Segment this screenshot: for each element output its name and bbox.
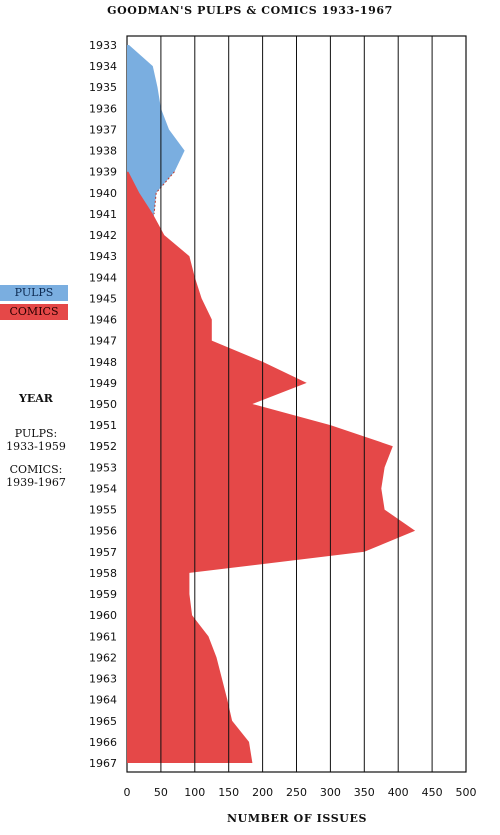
y-tick-label: 1938 [89, 145, 117, 158]
x-tick-label: 50 [154, 786, 168, 799]
pulps-note-range: 1933-1959 [6, 440, 66, 453]
y-tick-label: 1937 [89, 123, 117, 136]
y-tick-label: 1944 [89, 271, 117, 284]
y-tick-label: 1936 [89, 102, 117, 115]
y-tick-label: 1949 [89, 377, 117, 390]
comics-note-range: 1939-1967 [6, 476, 66, 489]
x-tick-label: 450 [422, 786, 443, 799]
series-comics-area [127, 171, 416, 763]
x-tick-label: 500 [456, 786, 477, 799]
comics-years-note: COMICS: 1939-1967 [0, 463, 72, 489]
x-tick-label: 300 [320, 786, 341, 799]
y-tick-label: 1967 [89, 757, 117, 770]
pulps-years-note: PULPS: 1933-1959 [0, 427, 72, 453]
y-tick-label: 1951 [89, 419, 117, 432]
pulps-note-label: PULPS: [14, 427, 58, 440]
y-tick-label: 1939 [89, 166, 117, 179]
y-tick-label: 1966 [89, 736, 117, 749]
x-tick-label: 250 [286, 786, 307, 799]
y-tick-label: 1946 [89, 314, 117, 327]
y-tick-label: 1961 [89, 630, 117, 643]
chart-title: GOODMAN'S PULPS & COMICS 1933-1967 [107, 4, 393, 17]
y-tick-label: 1945 [89, 292, 117, 305]
y-tick-label: 1952 [89, 440, 117, 453]
x-tick-label: 200 [252, 786, 273, 799]
y-tick-label: 1953 [89, 461, 117, 474]
y-tick-label: 1941 [89, 208, 117, 221]
y-tick-label: 1950 [89, 398, 117, 411]
y-tick-label: 1954 [89, 482, 117, 495]
y-tick-label: 1948 [89, 356, 117, 369]
comics-note-label: COMICS: [9, 463, 63, 476]
legend-comics: COMICS [0, 304, 68, 320]
x-tick-label: 400 [388, 786, 409, 799]
y-tick-label: 1943 [89, 250, 117, 263]
pulps-dotted-line [153, 171, 175, 214]
x-tick-label: 350 [354, 786, 375, 799]
y-axis-label: YEAR [19, 392, 53, 405]
y-tick-label: 1964 [89, 694, 117, 707]
y-tick-label: 1960 [89, 609, 117, 622]
legend-pulps: PULPS [0, 285, 68, 301]
y-tick-label: 1962 [89, 651, 117, 664]
y-tick-label: 1934 [89, 60, 117, 73]
y-tick-label: 1935 [89, 81, 117, 94]
x-axis-label: NUMBER OF ISSUES [226, 812, 367, 825]
y-tick-label: 1933 [89, 39, 117, 52]
y-tick-label: 1940 [89, 187, 117, 200]
y-tick-label: 1956 [89, 525, 117, 538]
y-tick-label: 1963 [89, 673, 117, 686]
x-tick-label: 150 [218, 786, 239, 799]
y-tick-label: 1957 [89, 546, 117, 559]
y-tick-label: 1942 [89, 229, 117, 242]
y-tick-label: 1955 [89, 504, 117, 517]
x-tick-label: 100 [184, 786, 205, 799]
y-tick-label: 1965 [89, 715, 117, 728]
y-tick-label: 1958 [89, 567, 117, 580]
y-tick-label: 1959 [89, 588, 117, 601]
x-tick-label: 0 [124, 786, 131, 799]
y-tick-label: 1947 [89, 335, 117, 348]
